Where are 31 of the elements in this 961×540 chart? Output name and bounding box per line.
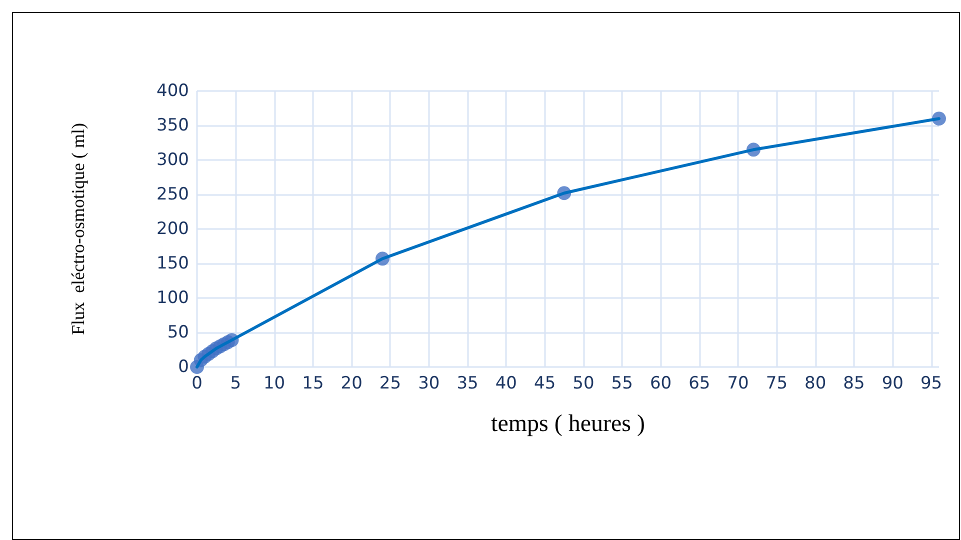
x-tick-label: 30 — [418, 374, 440, 394]
x-tick-label: 50 — [572, 374, 594, 394]
y-tick-label: 300 — [156, 150, 189, 170]
x-tick-label: 85 — [843, 374, 865, 394]
x-tick-label: 80 — [804, 374, 826, 394]
y-tick-label: 350 — [156, 116, 189, 136]
x-tick-label: 25 — [379, 374, 402, 394]
x-axis-title: temps ( heures ) — [491, 411, 645, 437]
x-tick-label: 55 — [611, 374, 633, 394]
y-tick-label: 100 — [156, 288, 189, 308]
x-tick-label: 5 — [230, 374, 242, 394]
y-axis-title: Flux eléctro-osmotique ( ml) — [68, 123, 88, 335]
x-tick-label: 35 — [456, 374, 478, 394]
x-tick-label: 45 — [534, 374, 556, 394]
y-tick-label: 150 — [156, 254, 189, 274]
y-tick-label: 50 — [167, 322, 189, 342]
x-tick-label: 90 — [882, 374, 904, 394]
x-tick-label: 40 — [495, 374, 517, 394]
x-tick-label: 0 — [192, 374, 202, 394]
x-tick-label: 70 — [727, 374, 749, 394]
x-tick-label: 20 — [340, 374, 362, 394]
x-tick-label: 75 — [766, 374, 788, 394]
x-tick-label: 65 — [688, 374, 710, 394]
y-tick-label: 400 — [156, 81, 189, 101]
x-tick-label: 15 — [302, 374, 324, 394]
x-tick-label: 10 — [263, 374, 286, 394]
x-tick-label: 60 — [650, 374, 672, 394]
y-tick-label: 0 — [178, 357, 189, 377]
y-tick-label: 250 — [156, 184, 189, 204]
x-tick-label: 95 — [920, 374, 942, 394]
y-tick-label: 200 — [156, 219, 189, 239]
